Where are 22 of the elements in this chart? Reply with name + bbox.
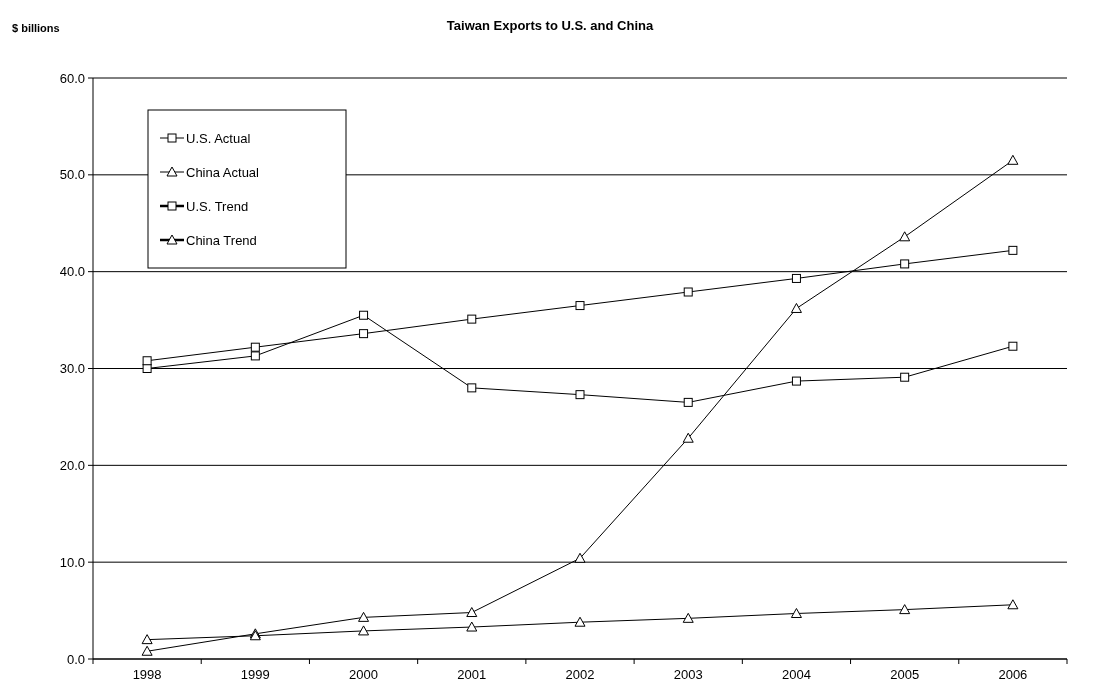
x-tick-label: 2001 [457, 667, 487, 682]
y-tick-label: 60.0 [59, 70, 85, 86]
y-tick-label: 20.0 [59, 457, 85, 473]
legend-label: China Actual [186, 164, 260, 180]
legend-label: U.S. Actual [186, 130, 251, 146]
y-tick-label: 0.0 [66, 651, 85, 667]
legend-label: U.S. Trend [186, 198, 249, 214]
x-tick-label: 2002 [565, 667, 595, 682]
x-tick-label: 2005 [890, 667, 920, 682]
y-tick-label: 30.0 [59, 361, 85, 377]
legend-label: China Trend [186, 232, 257, 248]
x-tick-label: 2003 [673, 667, 703, 682]
x-tick-label: 2000 [349, 667, 379, 682]
y-tick-label: 40.0 [59, 264, 85, 280]
y-tick-label: 10.0 [59, 554, 85, 570]
x-tick-label: 2004 [781, 667, 811, 682]
y-tick-label: 50.0 [59, 167, 85, 183]
y-axis-title: $ billions [12, 22, 60, 34]
chart-title: Taiwan Exports to U.S. and China [446, 18, 654, 33]
x-tick-label: 2006 [998, 667, 1028, 682]
x-tick-label: 1998 [132, 667, 162, 682]
x-tick-label: 1999 [240, 667, 270, 682]
